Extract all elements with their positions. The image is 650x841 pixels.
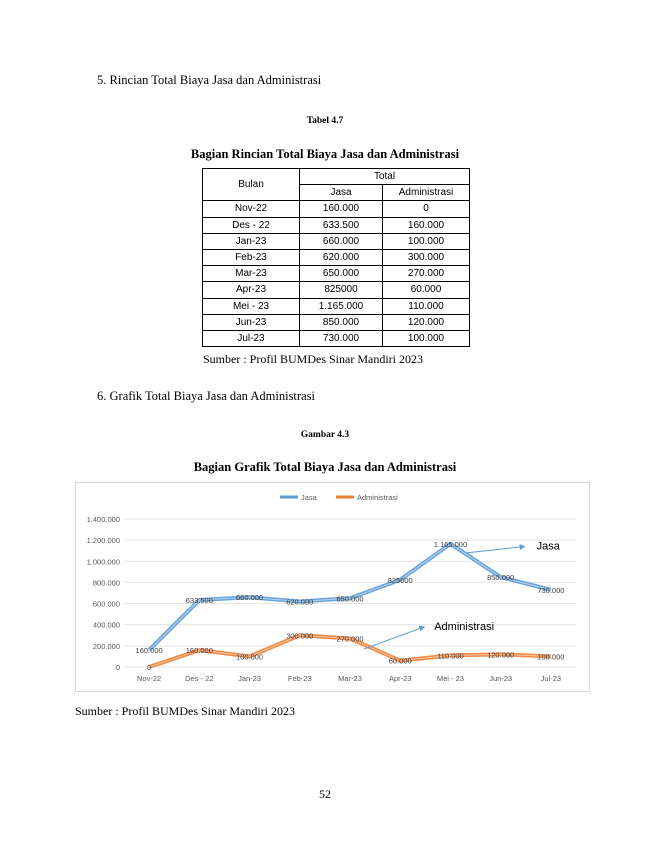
data-label-jasa: 850.000 [487,573,514,582]
header-jasa: Jasa [299,184,383,202]
data-label-jasa: 730.000 [537,586,564,595]
x-tick-label: Mar-23 [338,674,362,683]
figure-caption: Gambar 4.3 [300,430,350,440]
cell-administrasi: 160.000 [382,216,470,234]
data-label-administrasi: 300.000 [286,631,313,640]
data-label-jasa: 633.500 [186,596,213,605]
table-source: Sumber : Profil BUMDes Sinar Mandiri 202… [203,352,423,366]
header-bulan: Bulan [202,167,300,202]
y-tick-label: 200.000 [93,642,120,651]
annotation-administrasi: Administrasi [434,621,494,633]
section-heading-6: 6. Grafik Total Biaya Jasa dan Administr… [97,389,315,403]
table-row: Apr-23 825000 60.000 [202,281,470,299]
cell-bulan: Feb-23 [202,248,300,267]
data-label-administrasi: 120.000 [487,650,514,659]
table-row: Jun-23 850.000 120.000 [202,313,470,331]
x-tick-label: Feb-23 [288,674,312,683]
cell-bulan: Jan-23 [202,232,300,250]
cell-bulan: Apr-23 [202,281,300,299]
cell-administrasi: 100.000 [382,232,470,250]
annotation-arrow-administrasi [363,625,426,650]
header-total: Total [299,167,470,186]
table-row: Mar-23 650.000 270.000 [202,265,470,283]
y-tick-label: 1.400.000 [87,515,120,524]
table-row: Mei - 23 1.165.000 110.000 [202,297,470,315]
cell-jasa: 850.000 [299,313,383,331]
figure-source: Sumber : Profil BUMDes Sinar Mandiri 202… [75,704,295,718]
cell-administrasi: 300.000 [382,248,470,267]
table-row: Jan-23 660.000 100.000 [202,232,470,250]
data-label-jasa: 825000 [388,576,413,585]
table-row: Feb-23 620.000 300.000 [202,248,470,267]
y-tick-label: 1.000.000 [87,557,120,566]
x-tick-label: Jul-23 [541,674,561,683]
table-row: Des - 22 633.500 160.000 [202,216,470,234]
cell-bulan: Jul-23 [202,329,300,348]
data-label-administrasi: 0 [147,663,151,672]
y-tick-label: 800.000 [93,578,120,587]
figure-title: Bagian Grafik Total Biaya Jasa dan Admin… [193,460,457,474]
data-label-administrasi: 160.000 [186,646,213,655]
table-row: Jul-23 730.000 100.000 [202,329,470,348]
y-tick-label: 600.000 [93,600,120,609]
cell-jasa: 633.500 [299,216,383,234]
table-row: Nov-22 160.000 0 [202,200,470,218]
chart-container: 0 200.000 400.000 600.000 800.000 1.000.000 1.… [75,482,590,692]
x-tick-label: Jan-23 [238,674,261,683]
data-label-jasa: 160.000 [136,646,163,655]
cell-bulan: Mar-23 [202,265,300,283]
cell-bulan: Nov-22 [202,200,300,218]
series-line-administrasi [148,634,551,668]
cell-jasa: 660.000 [299,232,383,250]
legend-label-administrasi: Administrasi [357,493,398,502]
x-tick-label: Nov-22 [137,674,161,683]
cell-jasa: 160.000 [299,200,383,218]
cell-administrasi: 270.000 [382,265,470,283]
cell-administrasi: 60.000 [382,281,470,299]
x-tick-label: Apr-23 [389,674,412,683]
annotation-jasa: Jasa [537,540,561,552]
data-label-administrasi: 110.000 [437,651,464,660]
x-tick-label: Mei - 23 [437,674,464,683]
data-label-administrasi: 100.000 [236,652,263,661]
cell-administrasi: 0 [382,200,470,218]
data-label-jasa: 650.000 [336,594,363,603]
table-caption: Tabel 4.7 [306,116,344,126]
cell-jasa: 620.000 [299,248,383,267]
cell-bulan: Des - 22 [202,216,300,234]
cell-administrasi: 110.000 [382,297,470,315]
header-administrasi: Administrasi [382,184,470,202]
annotation-arrow-jasa [466,544,526,554]
y-tick-label: 1.200.000 [87,536,120,545]
y-tick-label: 400.000 [93,621,120,630]
cell-administrasi: 120.000 [382,313,470,331]
page-number: 52 [319,787,331,801]
series-line-jasa [148,543,552,651]
data-label-jasa: 660.000 [236,593,263,602]
cell-jasa: 730.000 [299,329,383,348]
y-tick-label: 0 [116,663,120,672]
cell-jasa: 1.165.000 [299,297,383,315]
section-heading-5: 5. Rincian Total Biaya Jasa dan Administ… [97,73,322,87]
cell-jasa: 650.000 [299,265,383,283]
x-tick-label: Des - 22 [185,674,213,683]
data-label-jasa: 1.165.000 [434,540,467,549]
cell-bulan: Mei - 23 [202,297,300,315]
x-tick-label: Jun-23 [489,674,512,683]
data-label-administrasi: 60.000 [389,657,412,666]
data-label-administrasi: 100.000 [537,652,564,661]
data-label-administrasi: 270.000 [336,634,363,643]
cell-administrasi: 100.000 [382,329,470,348]
legend-label-jasa: Jasa [301,493,318,502]
table-title: Bagian Rincian Total Biaya Jasa dan Admi… [190,147,460,161]
cost-table: Bulan Total Jasa Administrasi Nov-22 160.… [202,167,470,348]
cell-bulan: Jun-23 [202,313,300,331]
line-chart: 0 200.000 400.000 600.000 800.000 1.000.000 1.… [87,493,576,683]
data-label-jasa: 620.000 [286,597,313,606]
cell-jasa: 825000 [299,281,383,299]
